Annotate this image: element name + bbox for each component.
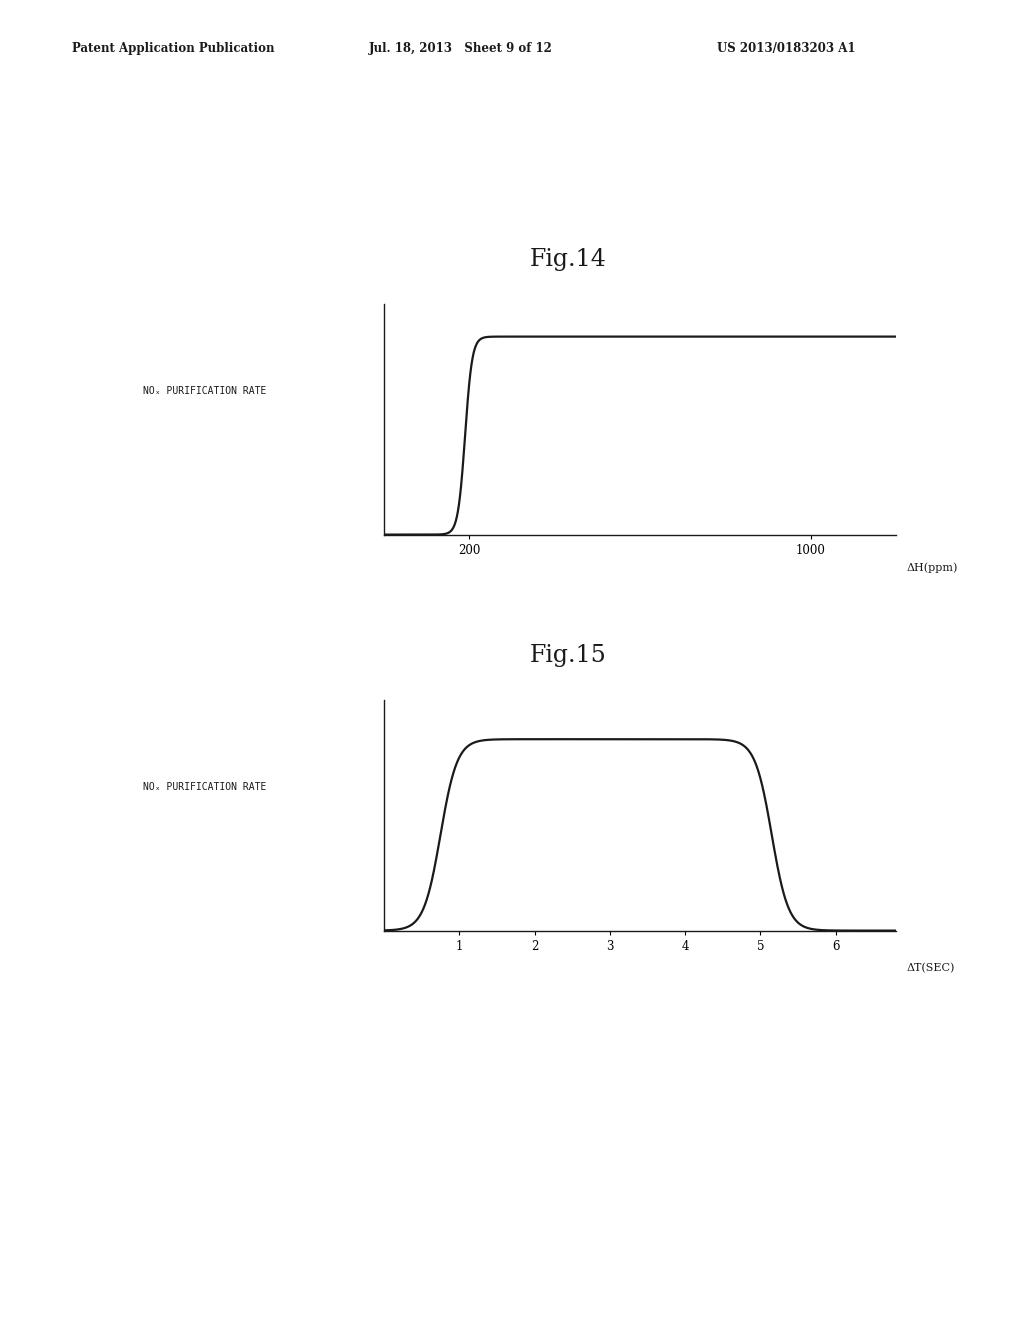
Text: Fig.15: Fig.15	[530, 644, 606, 667]
Text: ΔT(SEC): ΔT(SEC)	[906, 964, 954, 973]
Text: ΔH(ppm): ΔH(ppm)	[906, 562, 957, 573]
Text: NOₓ PURIFICATION RATE: NOₓ PURIFICATION RATE	[143, 783, 266, 792]
Text: Patent Application Publication: Patent Application Publication	[72, 42, 274, 55]
Text: Jul. 18, 2013   Sheet 9 of 12: Jul. 18, 2013 Sheet 9 of 12	[369, 42, 553, 55]
Text: US 2013/0183203 A1: US 2013/0183203 A1	[717, 42, 855, 55]
Text: Fig.14: Fig.14	[529, 248, 607, 271]
Text: NOₓ PURIFICATION RATE: NOₓ PURIFICATION RATE	[143, 387, 266, 396]
